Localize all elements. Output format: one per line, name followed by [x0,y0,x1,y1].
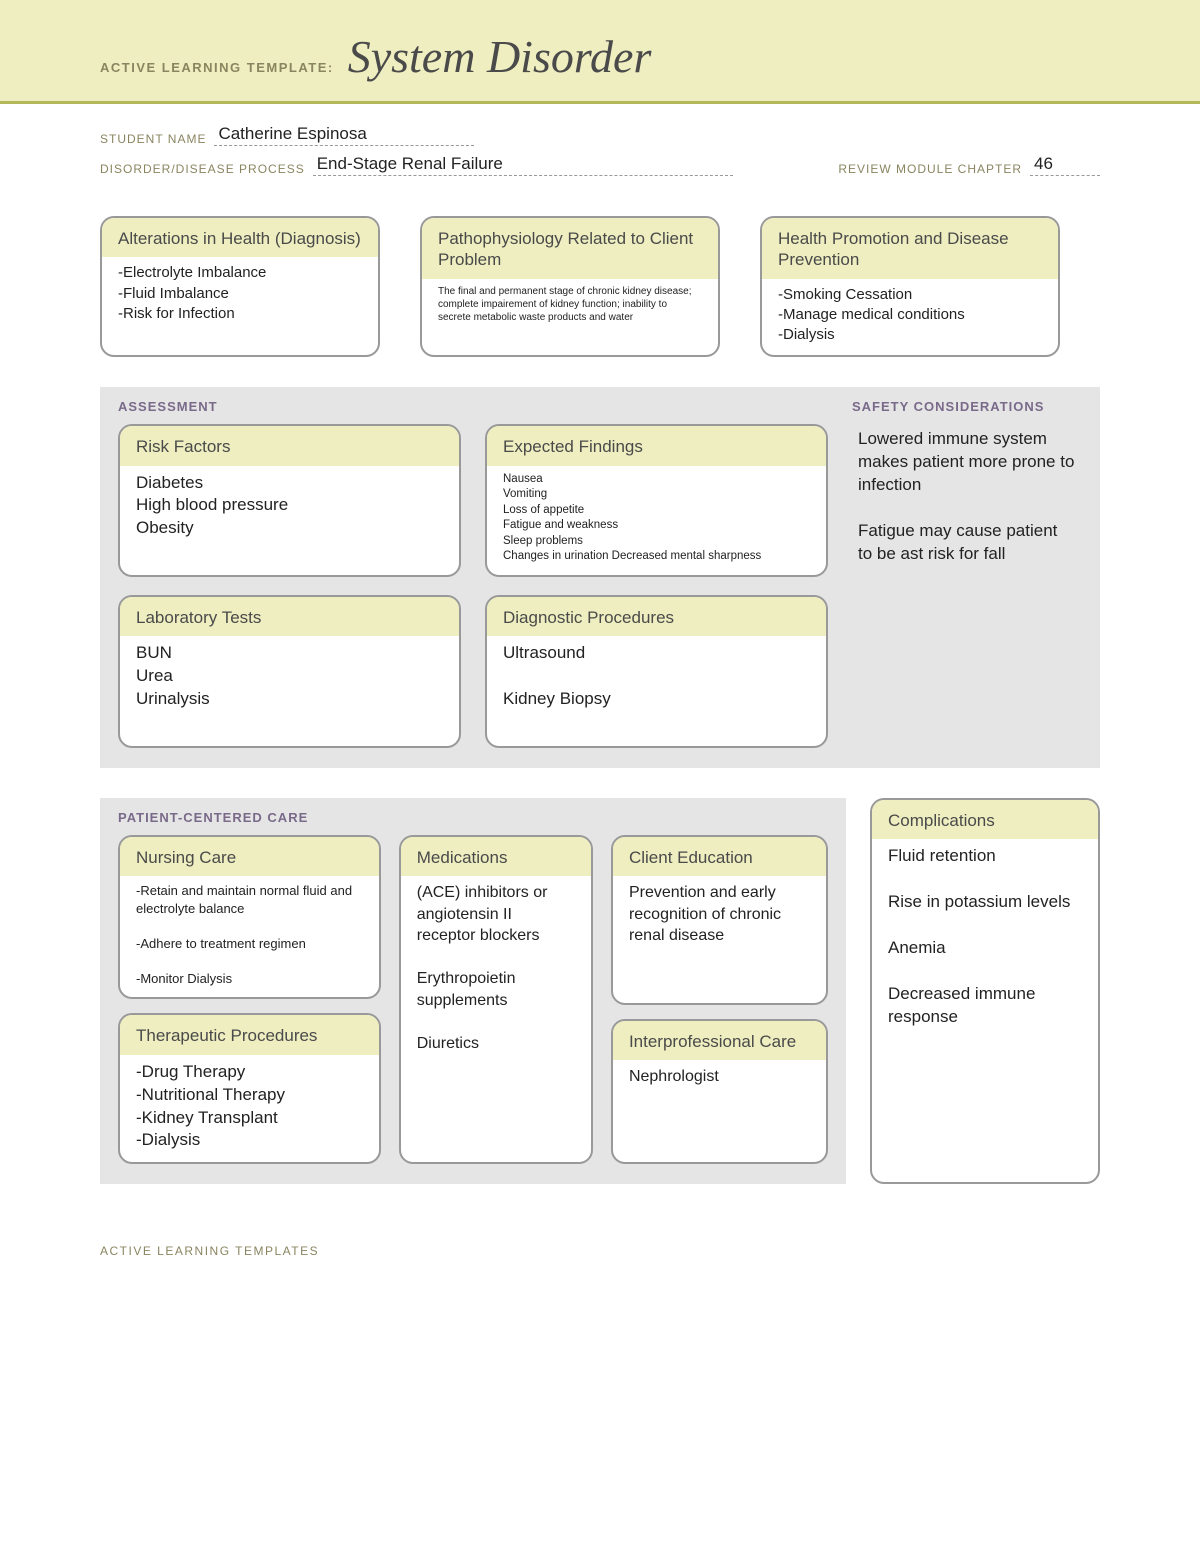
health-promo-title: Health Promotion and Disease Prevention [762,218,1058,279]
expected-findings-card: Expected Findings Nausea Vomiting Loss o… [485,424,828,576]
pcc-row: PATIENT-CENTERED CARE Nursing Care -Reta… [100,798,1100,1185]
pcc-label: PATIENT-CENTERED CARE [118,810,828,825]
lab-tests-card: Laboratory Tests BUN Urea Urinalysis [118,595,461,748]
top-cards-row: Alterations in Health (Diagnosis) -Elect… [100,216,1100,357]
findings-body: Nausea Vomiting Loss of appetite Fatigue… [487,466,826,575]
interprofessional-card: Interprofessional Care Nephrologist [611,1019,828,1165]
page: ACTIVE LEARNING TEMPLATE: System Disorde… [0,0,1200,1298]
safety-body: Lowered immune system makes patient more… [852,424,1082,570]
therapeutic-body: -Drug Therapy -Nutritional Therapy -Kidn… [120,1055,379,1163]
pcc-section: PATIENT-CENTERED CARE Nursing Care -Reta… [100,798,846,1185]
diag-body: Ultrasound Kidney Biopsy [487,636,826,746]
complications-card: Complications Fluid retention Rise in po… [870,798,1100,1185]
therapeutic-card: Therapeutic Procedures -Drug Therapy -Nu… [118,1013,381,1164]
header-band: ACTIVE LEARNING TEMPLATE: System Disorde… [0,0,1200,104]
chapter-label: REVIEW MODULE CHAPTER [838,162,1022,176]
therapeutic-title: Therapeutic Procedures [120,1015,379,1054]
education-body: Prevention and early recognition of chro… [613,876,826,1003]
education-title: Client Education [613,837,826,876]
diagnostic-card: Diagnostic Procedures Ultrasound Kidney … [485,595,828,748]
health-promo-body: -Smoking Cessation -Manage medical condi… [762,279,1058,356]
patho-body: The final and permanent stage of chronic… [422,279,718,356]
nursing-body: -Retain and maintain normal fluid and el… [120,876,379,997]
labs-title: Laboratory Tests [120,597,459,636]
diag-title: Diagnostic Procedures [487,597,826,636]
medications-card: Medications (ACE) inhibitors or angioten… [399,835,593,1165]
risk-body: Diabetes High blood pressure Obesity [120,466,459,575]
nursing-care-card: Nursing Care -Retain and maintain normal… [118,835,381,1000]
main-content: STUDENT NAME Catherine Espinosa DISORDER… [0,104,1200,1184]
alterations-body: -Electrolyte Imbalance -Fluid Imbalance … [102,257,378,355]
client-education-card: Client Education Prevention and early re… [611,835,828,1005]
template-title: System Disorder [348,30,652,83]
assessment-label: ASSESSMENT [118,399,828,414]
student-name-field[interactable]: Catherine Espinosa [214,124,474,146]
safety-sidebar: SAFETY CONSIDERATIONS Lowered immune sys… [852,399,1082,748]
chapter-field[interactable]: 46 [1030,154,1100,176]
patho-title: Pathophysiology Related to Client Proble… [422,218,718,279]
alterations-card: Alterations in Health (Diagnosis) -Elect… [100,216,380,357]
assessment-section: ASSESSMENT Risk Factors Diabetes High bl… [100,387,1100,768]
risk-factors-card: Risk Factors Diabetes High blood pressur… [118,424,461,576]
disorder-label: DISORDER/DISEASE PROCESS [100,162,305,176]
complications-body: Fluid retention Rise in potassium levels… [872,839,1098,1182]
student-name-label: STUDENT NAME [100,132,206,146]
footer-label: ACTIVE LEARNING TEMPLATES [0,1184,1200,1258]
meds-title: Medications [401,837,591,876]
meds-body: (ACE) inhibitors or angiotensin II recep… [401,876,591,1162]
safety-label: SAFETY CONSIDERATIONS [852,399,1082,414]
complications-title: Complications [872,800,1098,839]
labs-body: BUN Urea Urinalysis [120,636,459,746]
findings-title: Expected Findings [487,426,826,465]
patho-card: Pathophysiology Related to Client Proble… [420,216,720,357]
alterations-title: Alterations in Health (Diagnosis) [102,218,378,257]
template-label: ACTIVE LEARNING TEMPLATE: [100,60,334,75]
interprof-body: Nephrologist [613,1060,826,1162]
interprof-title: Interprofessional Care [613,1021,826,1060]
nursing-title: Nursing Care [120,837,379,876]
risk-title: Risk Factors [120,426,459,465]
disorder-field[interactable]: End-Stage Renal Failure [313,154,733,176]
health-promo-card: Health Promotion and Disease Prevention … [760,216,1060,357]
